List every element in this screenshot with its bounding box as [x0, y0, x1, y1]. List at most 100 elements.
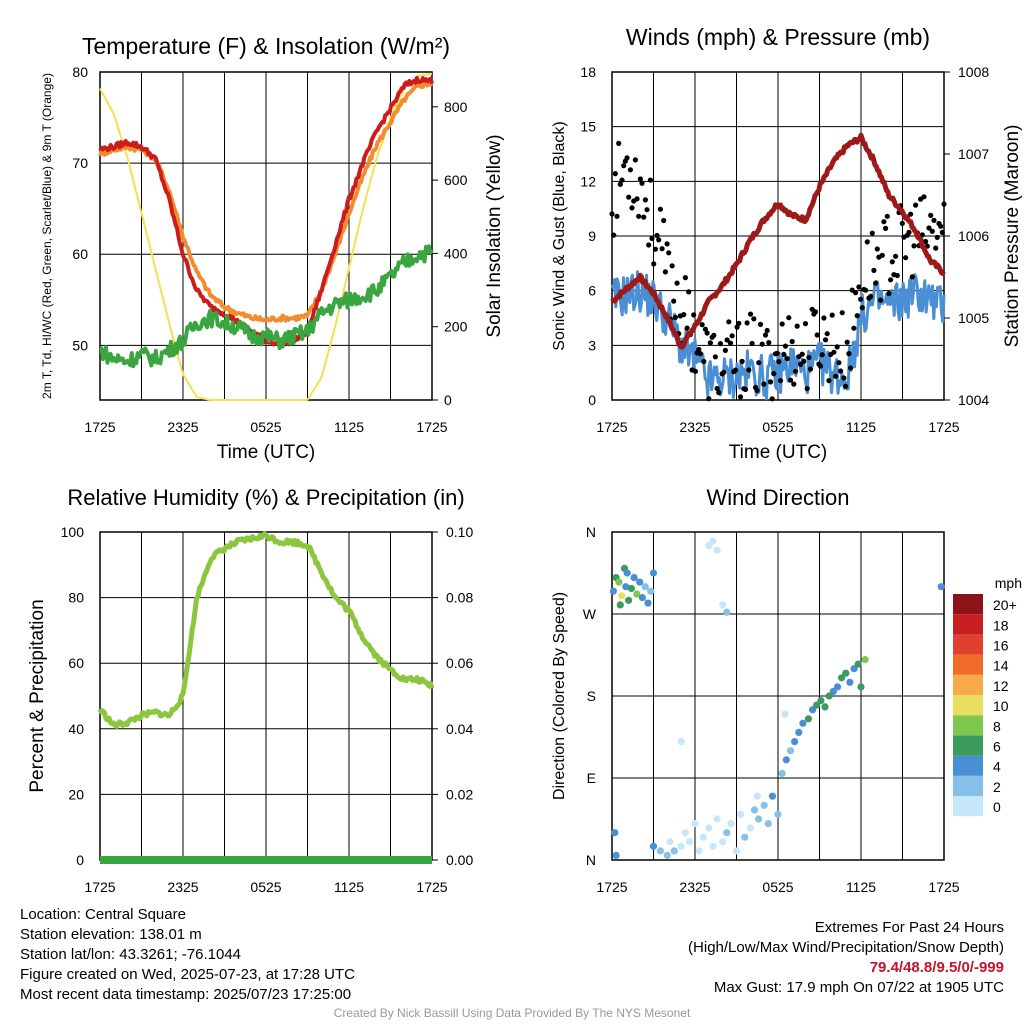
direction-point: [709, 842, 717, 850]
y-right-tick-label: 0.06: [446, 655, 473, 671]
gust-point: [903, 255, 909, 261]
x-tick-label: 1125: [846, 419, 876, 435]
gust-point: [766, 340, 772, 346]
chart-title: Winds (mph) & Pressure (mb): [626, 24, 930, 50]
gust-point: [913, 202, 919, 208]
gust-point: [642, 197, 649, 203]
gust-point: [838, 368, 844, 374]
gust-point: [779, 321, 785, 327]
gust-point: [791, 381, 797, 387]
gust-point: [666, 250, 672, 256]
gust-point: [776, 359, 782, 365]
elevation-text: Station elevation: 138.01 m: [20, 926, 202, 943]
y-axis-label-left: 2m T, Td, HI/WC (Red, Green, Scarlet/Blu…: [40, 73, 54, 399]
gust-point: [894, 272, 900, 279]
direction-point: [713, 546, 721, 554]
gust-point: [712, 354, 719, 360]
series-2m_t: [98, 75, 434, 348]
direction-point: [685, 838, 694, 846]
gust-point: [657, 206, 664, 212]
gust-point: [767, 379, 774, 385]
direction-point: [778, 769, 786, 778]
gust-point: [662, 269, 669, 275]
y-right-tick-label: 1007: [958, 146, 989, 162]
gust-point: [639, 180, 645, 186]
y-tick-label: 9: [588, 228, 596, 244]
y-right-tick-label: 0.00: [446, 852, 473, 868]
gust-point: [784, 356, 790, 362]
gust-point: [742, 386, 749, 393]
y-axis-label-left: Percent & Precipitation: [27, 599, 48, 792]
gust-point: [717, 341, 724, 347]
direction-point: [622, 583, 630, 591]
y-right-tick-label: 1004: [958, 392, 989, 408]
gust-point: [854, 313, 860, 319]
gust-point: [641, 214, 647, 220]
gust-point: [938, 223, 944, 229]
direction-point: [804, 715, 813, 723]
gust-point: [634, 196, 640, 202]
direction-point: [719, 601, 727, 609]
max-gust-text: Max Gust: 17.9 mph On 07/22 at 1905 UTC: [713, 979, 1004, 996]
y-axis-label-left: Sonic Wind & Gust (Blue, Black): [551, 121, 568, 350]
x-axis-label: Time (UTC): [729, 442, 828, 463]
y-right-tick-label: 0: [444, 392, 452, 408]
gust-point: [754, 387, 760, 393]
x-tick-label: 1725: [596, 879, 627, 895]
credit-text: Created By Nick Bassill Using Data Provi…: [333, 1006, 691, 1020]
y-axis-label-right: Solar Insolation (Yellow): [484, 134, 505, 337]
gust-point: [644, 207, 650, 213]
gust-point: [929, 228, 935, 234]
gust-point: [807, 366, 814, 372]
gust-point: [681, 312, 687, 318]
gust-point: [736, 320, 742, 326]
gust-point: [637, 176, 644, 182]
direction-point: [677, 738, 685, 746]
x-tick-label: 0525: [250, 419, 281, 435]
direction-point: [838, 674, 846, 682]
direction-point: [723, 608, 731, 616]
gust-point: [684, 325, 690, 331]
y-axis-label-left: Direction (Colored By Speed): [551, 592, 568, 800]
y-tick-label: 18: [580, 64, 596, 80]
direction-point: [699, 833, 707, 841]
gust-point: [674, 280, 680, 286]
x-tick-label: 1725: [928, 419, 959, 435]
direction-point: [609, 587, 618, 595]
x-tick-label: 1725: [416, 419, 447, 435]
x-tick-label: 1725: [84, 419, 115, 435]
direction-point: [857, 683, 865, 691]
gust-point: [926, 225, 932, 231]
station-info: Location: Central Square Station elevati…: [20, 905, 355, 1005]
gust-point: [756, 360, 762, 366]
gust-point: [859, 305, 865, 311]
legend-label: 14: [993, 658, 1009, 674]
y-tick-label: 0: [588, 392, 596, 408]
legend-label: 2: [993, 779, 1001, 795]
y-right-tick-label: 0.10: [446, 524, 473, 540]
gust-point: [659, 246, 665, 252]
legend-swatch: [953, 674, 983, 695]
direction-point: [611, 829, 619, 837]
direction-point: [842, 669, 850, 677]
y-tick-label: 80: [72, 64, 88, 80]
direction-point: [854, 660, 862, 668]
gust-point: [846, 351, 852, 357]
legend-label: 12: [993, 678, 1009, 694]
gust-point: [833, 373, 839, 379]
series-insolation: [99, 72, 433, 401]
legend-label: 10: [993, 698, 1009, 714]
gust-point: [802, 321, 809, 327]
y-tick-label: 0: [76, 852, 84, 868]
legend-label: 20+: [993, 597, 1017, 613]
gust-point: [781, 351, 787, 357]
gust-point: [782, 343, 789, 349]
extremes-values: 79.4/48.8/9.5/0/-999: [869, 959, 1004, 976]
x-tick-label: 1725: [928, 879, 959, 895]
gust-point: [909, 274, 915, 280]
gust-point: [888, 277, 894, 283]
gust-point: [616, 140, 622, 146]
gust-point: [686, 289, 692, 295]
gust-point: [627, 167, 634, 173]
y-tick-label: 12: [580, 173, 596, 189]
